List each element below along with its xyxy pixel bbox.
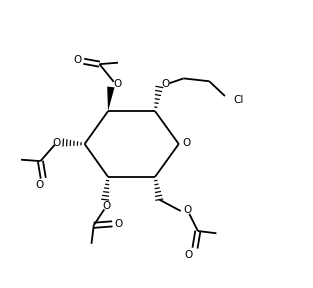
Text: O: O (183, 204, 191, 215)
Text: O: O (73, 55, 82, 65)
Text: O: O (53, 138, 61, 147)
Text: O: O (113, 79, 121, 89)
Text: O: O (182, 138, 191, 147)
Text: O: O (115, 219, 123, 229)
Text: Cl: Cl (233, 94, 243, 105)
Polygon shape (107, 86, 115, 111)
Text: O: O (185, 250, 193, 260)
Text: O: O (35, 180, 44, 190)
Text: O: O (162, 79, 170, 89)
Text: O: O (102, 201, 111, 211)
